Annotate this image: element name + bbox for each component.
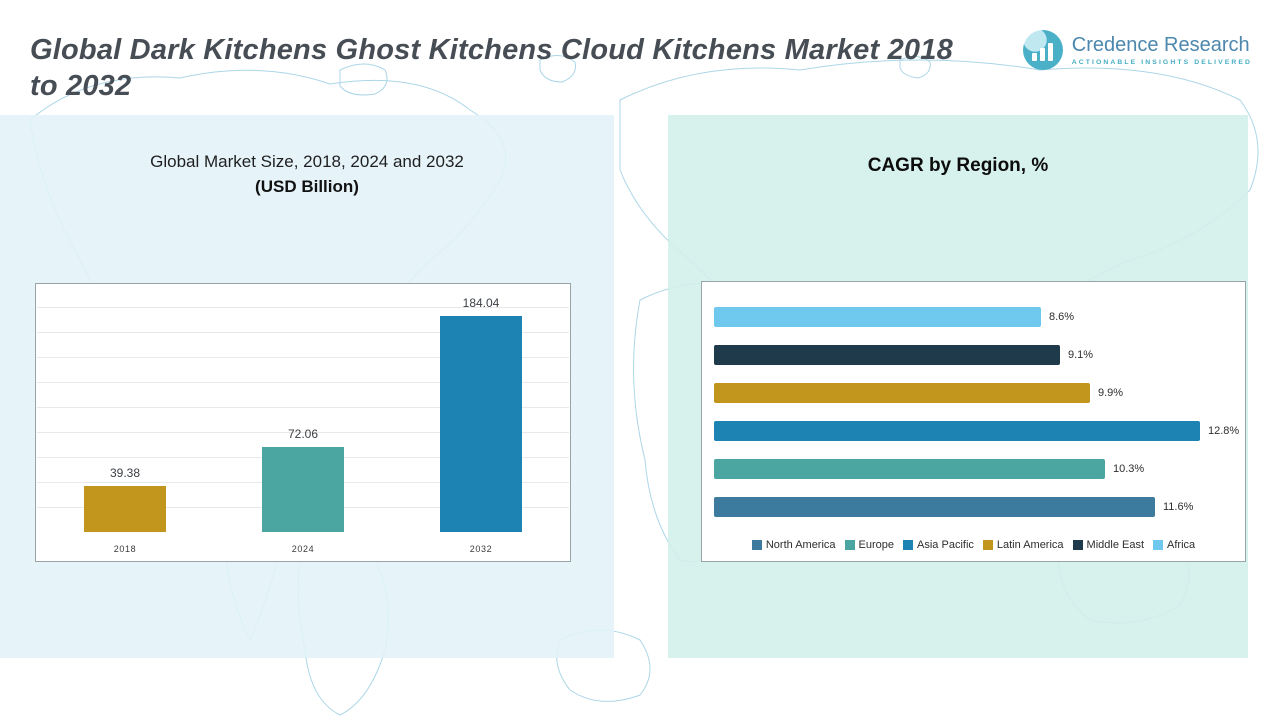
- legend-item-latin-america: Latin America: [982, 539, 1064, 551]
- cagr-bar-middle-east: [714, 345, 1060, 365]
- cagr-panel: CAGR by Region, % 8.6% 9.1% 9.9% 12.8% 10.3%…: [668, 115, 1248, 658]
- cagr-chart-title: CAGR by Region, %: [867, 155, 1049, 176]
- cagr-row-middle-east: 9.1%: [714, 336, 1245, 374]
- cagr-bar-europe: [714, 459, 1105, 479]
- legend-label-north-america: North America: [765, 539, 836, 551]
- category-label-2018: 2018: [113, 544, 137, 554]
- cagr-bar-africa: [714, 307, 1041, 327]
- cagr-bar-asia-pacific: [714, 421, 1200, 441]
- market-size-bars: 39.38 2018 72.06 2024 184.04 2032: [36, 284, 570, 554]
- cagr-value-label-middle-east: 9.1%: [1068, 349, 1094, 361]
- credence-logo-icon: [1022, 30, 1063, 70]
- cagr-value-label-asia-pacific: 12.8%: [1208, 425, 1240, 437]
- bar-2018: [84, 486, 166, 532]
- cagr-value-label-europe: 10.3%: [1113, 463, 1145, 475]
- legend-item-europe: Europe: [844, 539, 895, 551]
- legend-label-europe: Europe: [858, 539, 895, 551]
- cagr-value-label-latin-america: 9.9%: [1098, 387, 1124, 399]
- page-title: Global Dark Kitchens Ghost Kitchens Clou…: [30, 34, 953, 103]
- legend-item-africa: Africa: [1153, 539, 1195, 551]
- bar-2032: [440, 316, 522, 532]
- market-size-panel: Global Market Size, 2018, 2024 and 2032 …: [0, 115, 614, 658]
- legend-item-north-america: North America: [751, 539, 836, 551]
- cagr-row-asia-pacific: 12.8%: [714, 412, 1245, 450]
- cagr-row-north-america: 11.6%: [714, 488, 1245, 526]
- cagr-row-europe: 10.3%: [714, 450, 1245, 488]
- legend-label-latin-america: Latin America: [996, 539, 1064, 551]
- brand-logo: Credence Research Actionable Insights De…: [1022, 30, 1252, 70]
- legend-swatch-north-america: [751, 540, 762, 550]
- brand-name: Credence Research: [1071, 33, 1250, 56]
- legend-label-middle-east: Middle East: [1086, 539, 1145, 551]
- market-size-column-2032: 184.04 2032: [440, 284, 522, 554]
- market-size-chart-subtitle: (USD Billion): [255, 177, 359, 196]
- market-size-column-2024: 72.06 2024: [262, 284, 344, 554]
- brand-text: Credence Research Actionable Insights De…: [1072, 35, 1252, 66]
- legend-item-asia-pacific: Asia Pacific: [903, 539, 974, 551]
- market-size-column-2018: 39.38 2018: [84, 284, 166, 554]
- bar-value-label-2032: 184.04: [462, 296, 500, 310]
- cagr-bar-latin-america: [714, 383, 1090, 403]
- legend-swatch-latin-america: [982, 540, 993, 550]
- category-label-2024: 2024: [291, 544, 315, 554]
- bar-value-label-2024: 72.06: [287, 427, 319, 441]
- market-size-chart-title: Global Market Size, 2018, 2024 and 2032: [150, 152, 464, 171]
- cagr-row-africa: 8.6%: [714, 298, 1245, 336]
- legend-swatch-africa: [1153, 540, 1164, 550]
- bar-2024: [262, 447, 344, 532]
- cagr-bar-north-america: [714, 497, 1155, 517]
- legend-label-africa: Africa: [1167, 539, 1196, 551]
- legend-swatch-middle-east: [1072, 540, 1083, 550]
- category-label-2032: 2032: [469, 544, 493, 554]
- legend-item-middle-east: Middle East: [1072, 539, 1145, 551]
- market-size-chart: 39.38 2018 72.06 2024 184.04 2032: [35, 283, 571, 562]
- bar-value-label-2018: 39.38: [109, 466, 141, 480]
- legend-label-asia-pacific: Asia Pacific: [917, 539, 974, 551]
- cagr-row-latin-america: 9.9%: [714, 374, 1245, 412]
- cagr-chart: 8.6% 9.1% 9.9% 12.8% 10.3% 11.6% North Americ…: [701, 281, 1246, 562]
- cagr-bars: 8.6% 9.1% 9.9% 12.8% 10.3% 11.6%: [714, 298, 1245, 526]
- legend-swatch-asia-pacific: [903, 540, 914, 550]
- cagr-legend: North America Europe Asia Pacific Latin Ame…: [702, 539, 1245, 551]
- cagr-value-label-north-america: 11.6%: [1163, 501, 1194, 513]
- cagr-value-label-africa: 8.6%: [1049, 311, 1075, 323]
- brand-tagline: Actionable Insights Delivered: [1071, 58, 1252, 66]
- legend-swatch-europe: [844, 540, 855, 550]
